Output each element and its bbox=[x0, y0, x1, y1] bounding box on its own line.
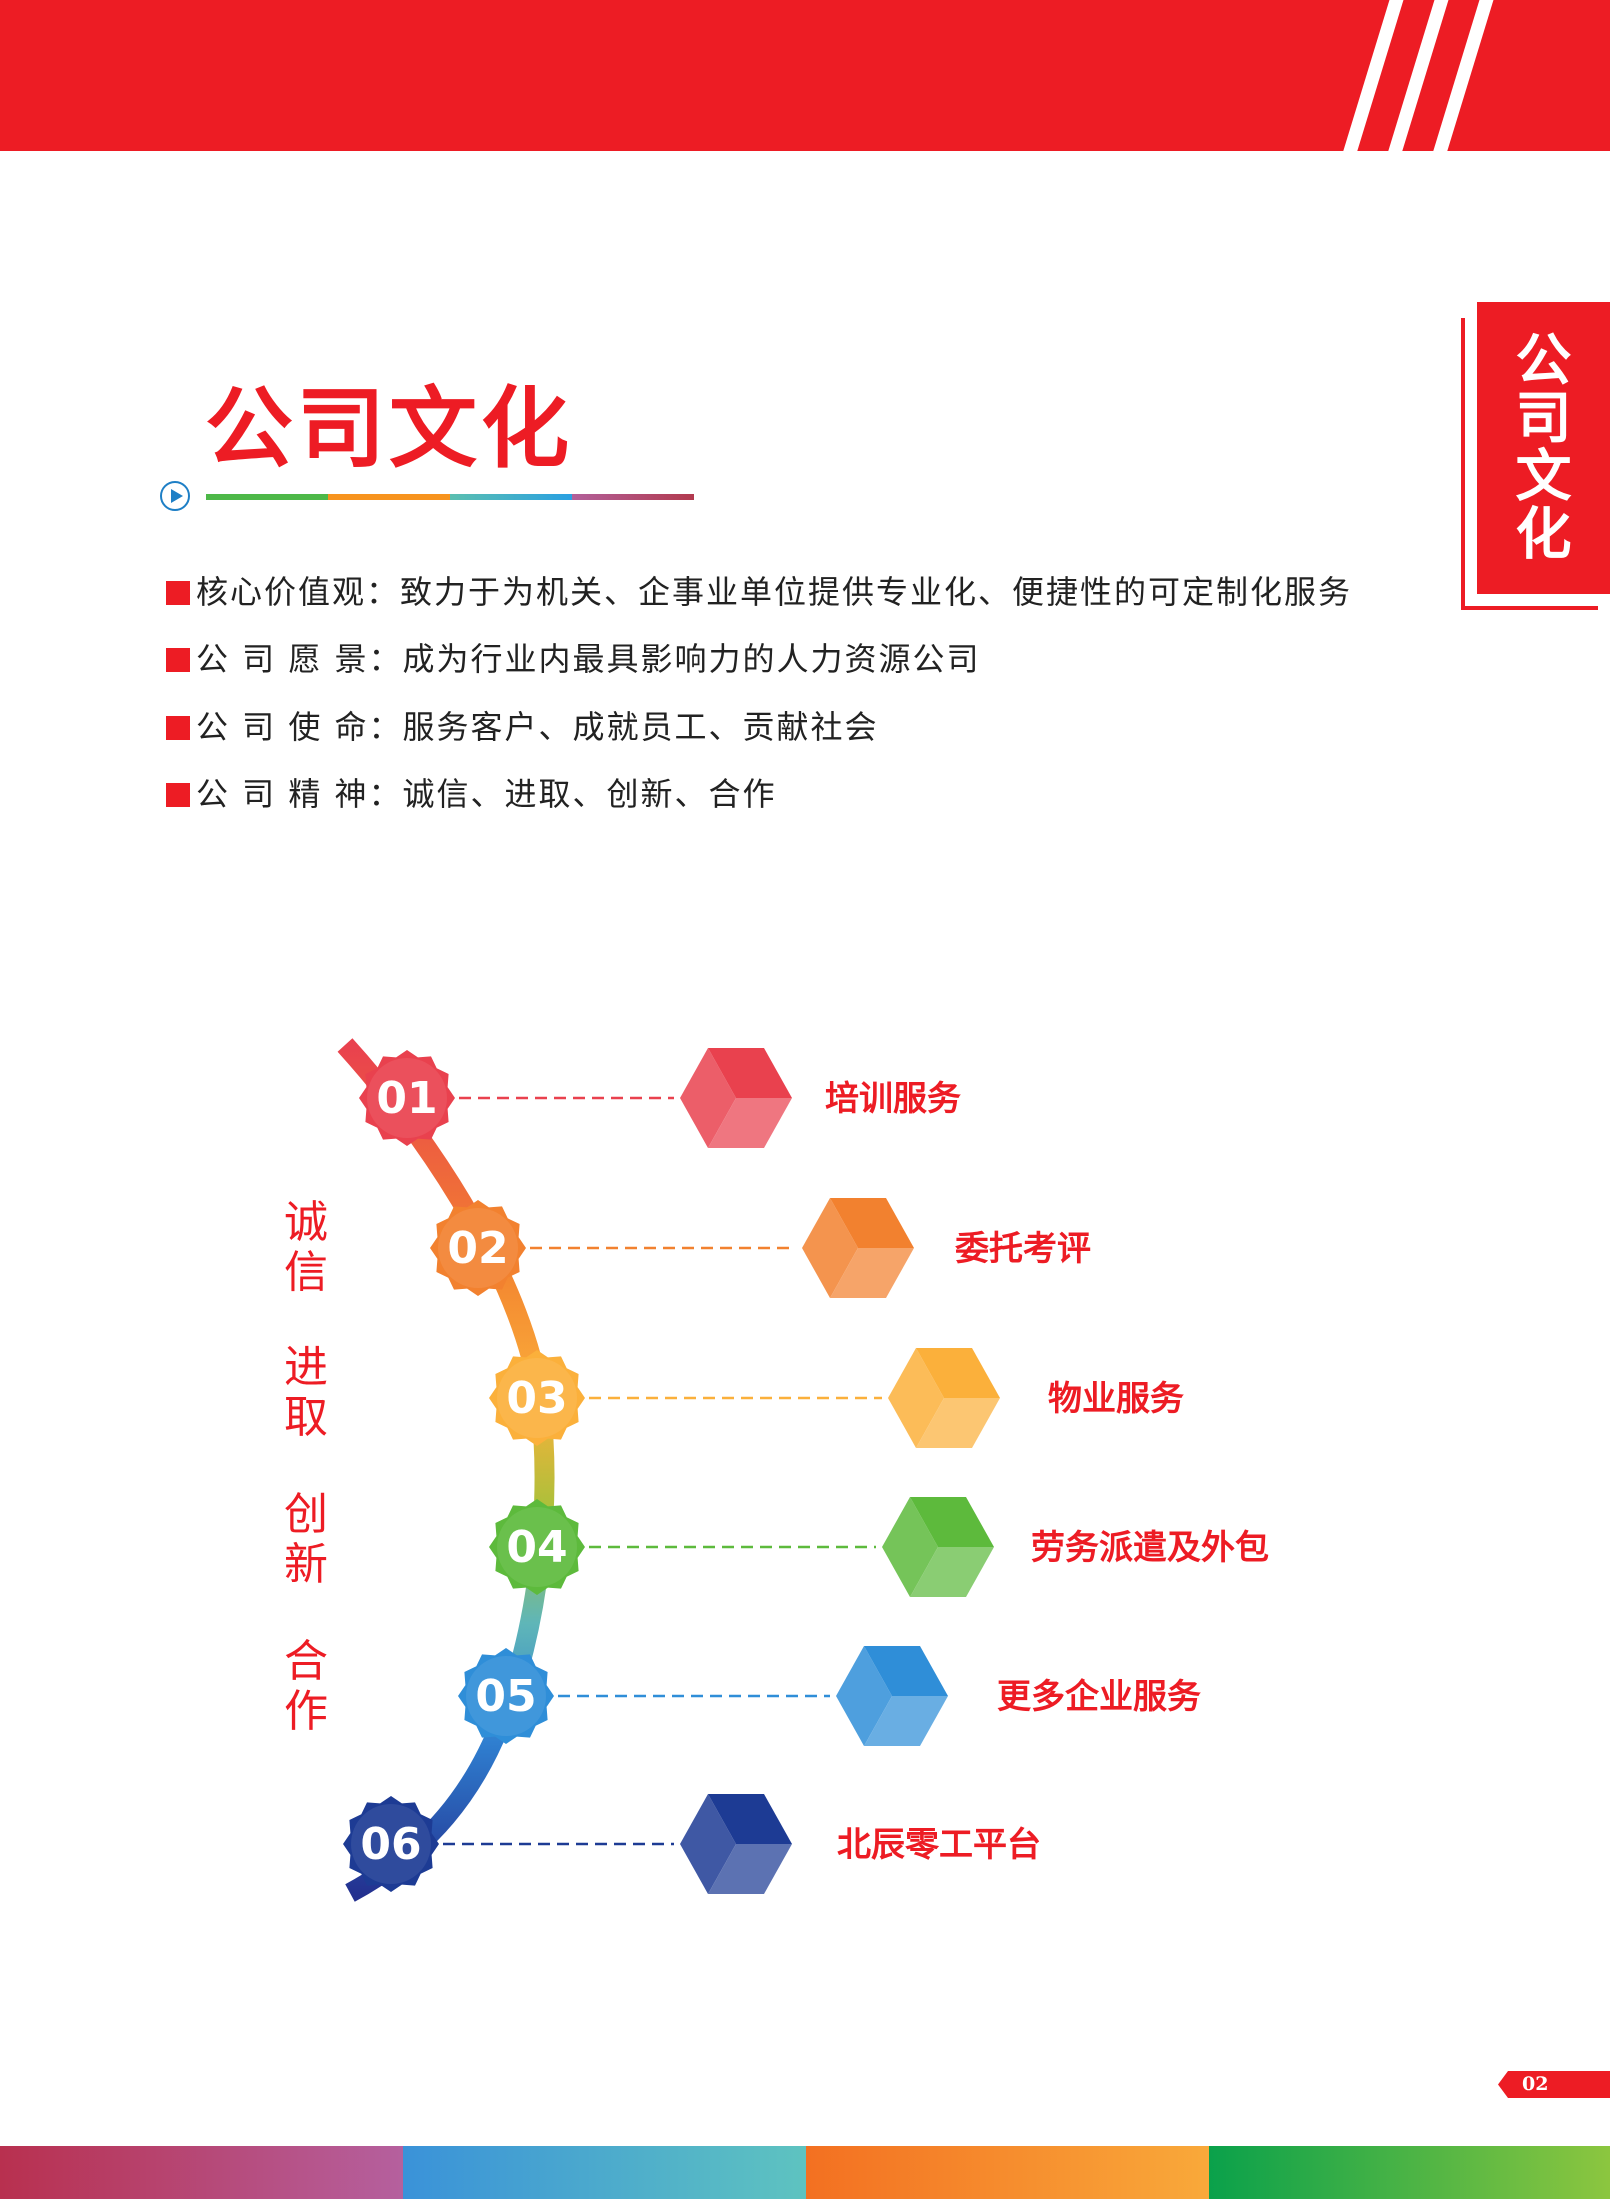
side-tab-label: 公司文化 bbox=[1506, 330, 1572, 562]
step-badge-inner bbox=[351, 1804, 431, 1884]
cube-face bbox=[910, 1547, 994, 1597]
title-underline-segment bbox=[328, 494, 450, 500]
culture-item-text: 诚信、进取、创新、合作 bbox=[402, 775, 777, 813]
step-badge-inner bbox=[438, 1208, 518, 1288]
step-badge-inner bbox=[497, 1507, 577, 1587]
cube-face bbox=[708, 1048, 792, 1098]
title-underline-segment bbox=[572, 494, 694, 500]
service-label: 物业服务 bbox=[1048, 1379, 1184, 1419]
spirit-word: 创新 bbox=[284, 1489, 328, 1590]
culture-item-text: 服务客户、成就员工、贡献社会 bbox=[402, 708, 879, 746]
culture-item-label: 公 司 精 神： bbox=[196, 775, 403, 813]
bottom-band-segment bbox=[0, 2146, 403, 2199]
culture-item-label: 公 司 使 命： bbox=[196, 708, 403, 746]
bullet-square-icon bbox=[166, 716, 190, 740]
culture-item-text: 成为行业内最具影响力的人力资源公司 bbox=[402, 640, 981, 678]
bottom-band-segment bbox=[403, 2146, 806, 2199]
step-number: 02 bbox=[447, 1223, 508, 1274]
step-badge-inner bbox=[497, 1358, 577, 1438]
cube-face bbox=[708, 1844, 792, 1894]
step-number: 03 bbox=[506, 1373, 567, 1424]
side-tab-frame bbox=[1461, 318, 1598, 610]
service-label: 劳务派遣及外包 bbox=[1031, 1528, 1269, 1568]
cube-face bbox=[916, 1398, 1000, 1448]
step-number: 05 bbox=[475, 1671, 536, 1722]
timeline-curve bbox=[337, 1038, 555, 1902]
step-number: 06 bbox=[360, 1819, 421, 1870]
side-tab bbox=[1473, 302, 1610, 598]
page-number: 02 bbox=[1498, 2071, 1610, 2098]
culture-item-label: 核心价值观： bbox=[196, 573, 401, 611]
arrow-circle-icon bbox=[160, 481, 190, 511]
culture-item: 公 司 精 神：诚信、进取、创新、合作 bbox=[166, 774, 777, 814]
bullet-square-icon bbox=[166, 783, 190, 807]
step-badge-inner bbox=[367, 1058, 447, 1138]
cube-face bbox=[708, 1098, 792, 1148]
spirit-word: 进取 bbox=[284, 1342, 328, 1443]
cube-face bbox=[830, 1248, 914, 1298]
cube-face bbox=[864, 1696, 948, 1746]
title-underline-segment bbox=[206, 494, 328, 500]
bullet-square-icon bbox=[166, 581, 190, 605]
service-label: 北辰零工平台 bbox=[837, 1825, 1041, 1865]
top-banner bbox=[0, 0, 1610, 151]
service-label: 培训服务 bbox=[825, 1079, 961, 1119]
step-number: 01 bbox=[376, 1073, 437, 1124]
culture-item: 公 司 使 命：服务客户、成就员工、贡献社会 bbox=[166, 707, 879, 747]
spirit-word: 合作 bbox=[284, 1636, 328, 1737]
cube-face bbox=[830, 1198, 914, 1248]
page-title: 公司文化 bbox=[205, 377, 574, 480]
service-label: 更多企业服务 bbox=[997, 1677, 1201, 1717]
step-badge-inner bbox=[466, 1656, 546, 1736]
bottom-band-segment bbox=[806, 2146, 1209, 2199]
cube-face bbox=[708, 1794, 792, 1844]
spirit-word: 诚信 bbox=[284, 1197, 328, 1298]
culture-item-text: 致力于为机关、企事业单位提供专业化、便捷性的可定制化服务 bbox=[400, 573, 1353, 611]
service-label: 委托考评 bbox=[955, 1229, 1091, 1269]
culture-item: 公 司 愿 景：成为行业内最具影响力的人力资源公司 bbox=[166, 639, 981, 679]
bottom-band-segment bbox=[1209, 2146, 1610, 2199]
culture-item-label: 公 司 愿 景： bbox=[196, 640, 403, 678]
cube-face bbox=[910, 1497, 994, 1547]
culture-item: 核心价值观：致力于为机关、企事业单位提供专业化、便捷性的可定制化服务 bbox=[166, 572, 1352, 612]
cube-face bbox=[916, 1348, 1000, 1398]
bullet-square-icon bbox=[166, 648, 190, 672]
step-number: 04 bbox=[506, 1522, 567, 1573]
cube-face bbox=[864, 1646, 948, 1696]
title-underline-segment bbox=[450, 494, 572, 500]
